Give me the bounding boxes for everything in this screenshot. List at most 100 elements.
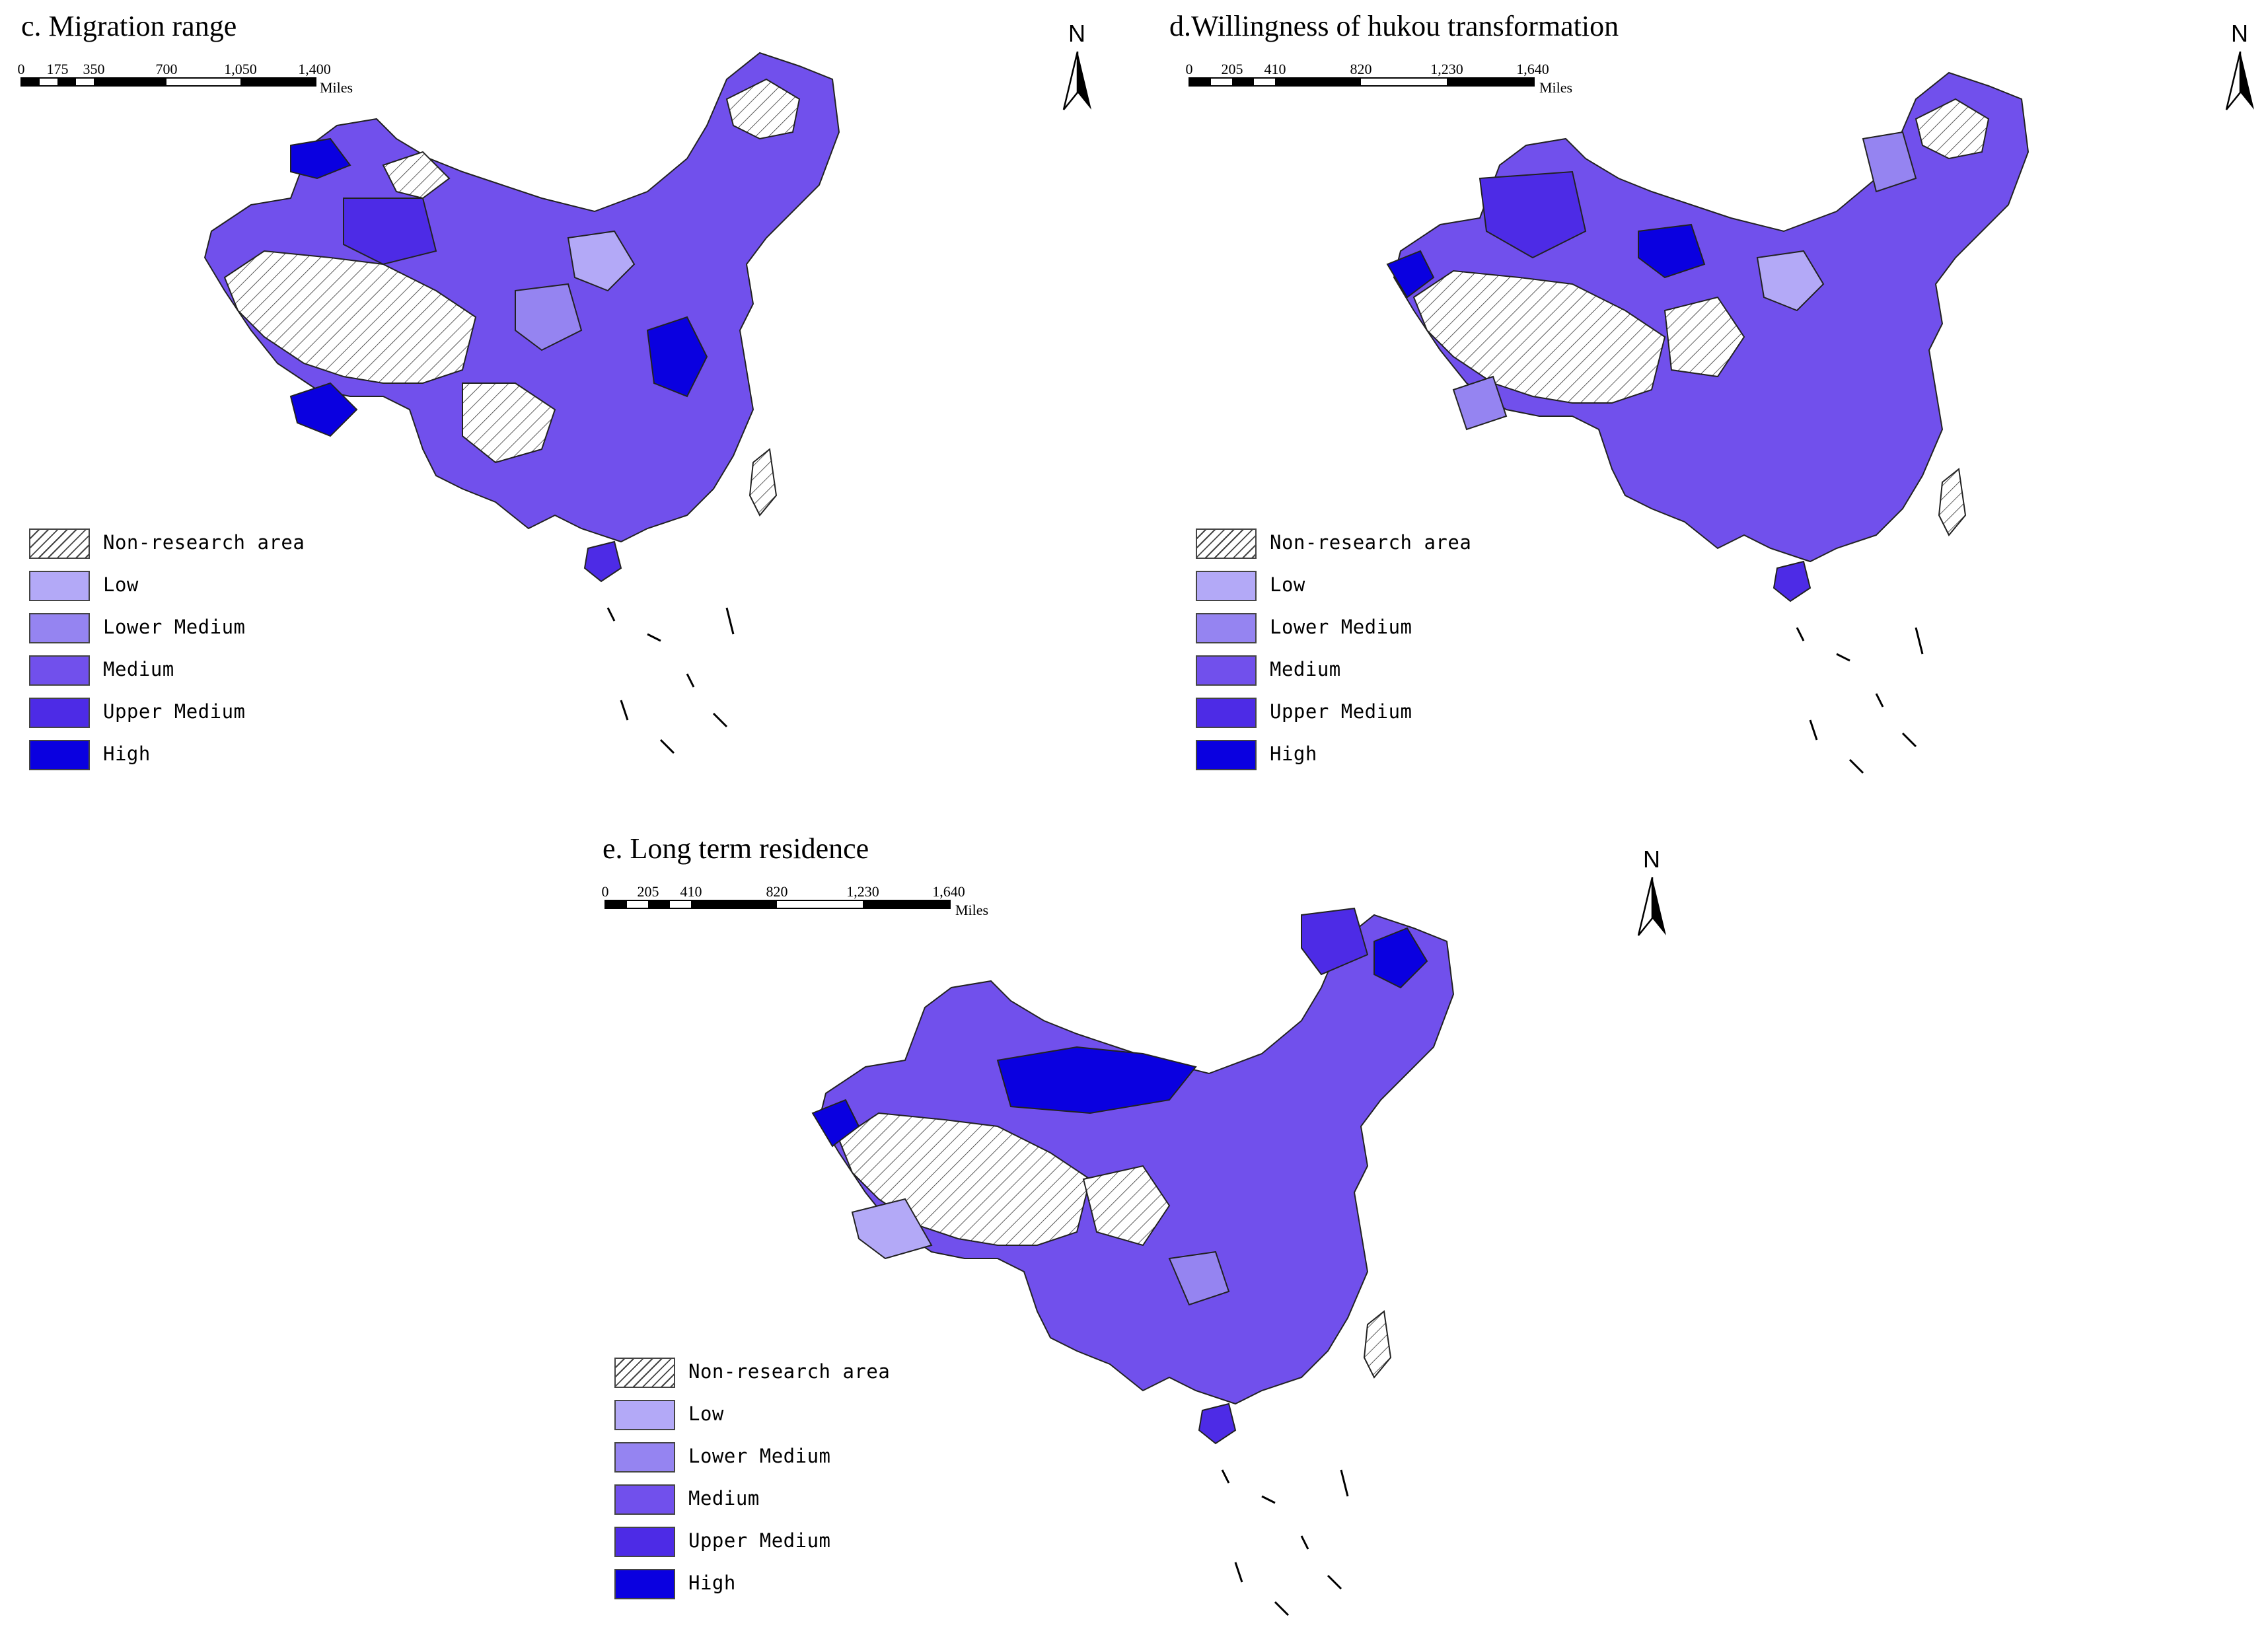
legend-swatch <box>614 1569 675 1599</box>
scale-tick: 0 <box>1185 61 1193 77</box>
north-arrow: N <box>1057 20 1097 112</box>
map-region-lowermed-2 <box>1452 375 1508 431</box>
scale-tick: 0 <box>601 883 609 900</box>
china-map <box>1386 71 2030 774</box>
legend-item: Low <box>29 571 373 605</box>
north-arrow-icon <box>1062 52 1091 110</box>
legend-item: Lower Medium <box>29 613 373 647</box>
map-south-sea-islands <box>1796 627 1924 774</box>
north-letter: N <box>2231 20 2248 47</box>
scale-tick: 1,230 <box>1430 61 1463 77</box>
legend-swatch <box>1196 698 1257 728</box>
scale-tick: 205 <box>1221 61 1243 77</box>
north-arrow-icon <box>1637 877 1666 936</box>
scale-unit: Miles <box>1539 79 1573 96</box>
scale-bar-graphic <box>1189 77 1535 87</box>
legend-label: Medium <box>1270 658 1341 680</box>
scale-unit: Miles <box>955 902 989 918</box>
legend-swatch <box>614 1400 675 1430</box>
scale-unit: Miles <box>320 79 353 96</box>
map-south-sea-islands <box>606 607 735 754</box>
legend-label: Low <box>103 573 139 596</box>
scale-tick: 350 <box>83 61 105 77</box>
legend-label: Upper Medium <box>1270 700 1412 723</box>
scale-bar-graphic <box>604 900 951 909</box>
legend-label: Lower Medium <box>688 1445 831 1467</box>
scale-bar: 0 175 350 700 1,050 1,400 Miles <box>17 61 391 100</box>
scale-tick: 1,640 <box>932 883 965 900</box>
map-region-low-sw <box>851 1198 933 1260</box>
map-region-uppermed-1 <box>1479 170 1587 259</box>
legend-swatch <box>614 1484 675 1515</box>
legend-swatch-hatch <box>1196 528 1257 559</box>
scale-tick: 175 <box>46 61 69 77</box>
map-region-high-1 <box>290 137 351 180</box>
panel-title: c. Migration range <box>21 10 237 42</box>
map-region-uppermed-north <box>1301 907 1369 976</box>
legend-item: Non-research area <box>29 528 373 563</box>
map-south-sea-islands <box>1221 1469 1349 1617</box>
map-region-high-2 <box>1386 250 1435 299</box>
scale-bar: 0 205 410 820 1,230 1,640 Miles <box>1185 61 1573 100</box>
map-region-island-hainan <box>1198 1402 1237 1445</box>
scale-tick: 1,640 <box>1516 61 1549 77</box>
north-arrow-icon <box>2225 52 2254 110</box>
legend-label: Non-research area <box>1270 531 1472 554</box>
legend-item: Upper Medium <box>29 698 373 732</box>
scale-bar-graphic <box>20 77 316 87</box>
legend-item: Lower Medium <box>1196 613 1539 647</box>
legend-item: High <box>1196 740 1539 774</box>
legend-swatch <box>29 698 90 728</box>
scale-tick: 700 <box>155 61 178 77</box>
legend-swatch <box>29 571 90 601</box>
legend-swatch-hatch <box>29 528 90 559</box>
north-arrow: N <box>2220 20 2259 112</box>
legend-item: Medium <box>29 655 373 690</box>
map-region-nonresearch-ne <box>1915 98 1990 160</box>
legend-label: Lower Medium <box>103 616 246 638</box>
legend-item: High <box>614 1569 958 1603</box>
map-region-nonresearch-west <box>1412 270 1666 404</box>
scale-tick: 1,400 <box>298 61 331 77</box>
map-region-low-1 <box>567 230 636 292</box>
scale-tick: 0 <box>17 61 25 77</box>
legend-label: Non-research area <box>688 1360 891 1383</box>
map-region-high-3 <box>811 1099 860 1147</box>
scale-tick: 410 <box>680 883 702 900</box>
legend-label: Medium <box>103 658 174 680</box>
map-region-mainland <box>818 914 1455 1405</box>
scale-bar: 0 205 410 820 1,230 1,640 Miles <box>601 883 989 923</box>
legend-label: Medium <box>688 1487 760 1510</box>
scale-tick: 205 <box>637 883 659 900</box>
map-region-lowermed-1 <box>515 283 583 351</box>
map-region-nonresearch-west <box>223 250 477 384</box>
scale-tick: 1,050 <box>224 61 257 77</box>
legend-swatch <box>29 740 90 770</box>
scale-tick: 1,230 <box>846 883 879 900</box>
north-letter: N <box>1643 846 1660 873</box>
map-region-lowermed-1 <box>1168 1251 1230 1306</box>
map-region-high-1 <box>1638 223 1706 279</box>
map-region-low-1 <box>1756 250 1825 312</box>
scale-tick: 410 <box>1264 61 1286 77</box>
legend-label: High <box>1270 743 1317 765</box>
legend-item: Medium <box>1196 655 1539 690</box>
map-region-island-taiwan <box>1938 468 1967 536</box>
scale-tick: 820 <box>1350 61 1372 77</box>
legend-item: Upper Medium <box>614 1527 958 1561</box>
map-region-island-taiwan <box>1363 1310 1392 1379</box>
map-region-lowermed-1 <box>1862 131 1917 193</box>
legend-item: Low <box>614 1400 958 1434</box>
map-panel-hukou-willingness: d.Willingness of hukou transformation 0 … <box>1163 0 2268 793</box>
legend-label: Low <box>1270 573 1305 596</box>
map-region-high-2 <box>289 382 358 437</box>
legend-label: Non-research area <box>103 531 305 554</box>
legend-item: Lower Medium <box>614 1442 958 1476</box>
map-region-island-hainan <box>1773 560 1811 602</box>
map-region-high-3 <box>646 316 708 398</box>
map-region-nonresearch-sw <box>462 382 556 464</box>
legend-swatch <box>1196 740 1257 770</box>
panel-title: d.Willingness of hukou transformation <box>1169 10 1619 42</box>
map-region-nonresearch-ne <box>725 78 801 140</box>
legend-swatch <box>1196 655 1257 686</box>
